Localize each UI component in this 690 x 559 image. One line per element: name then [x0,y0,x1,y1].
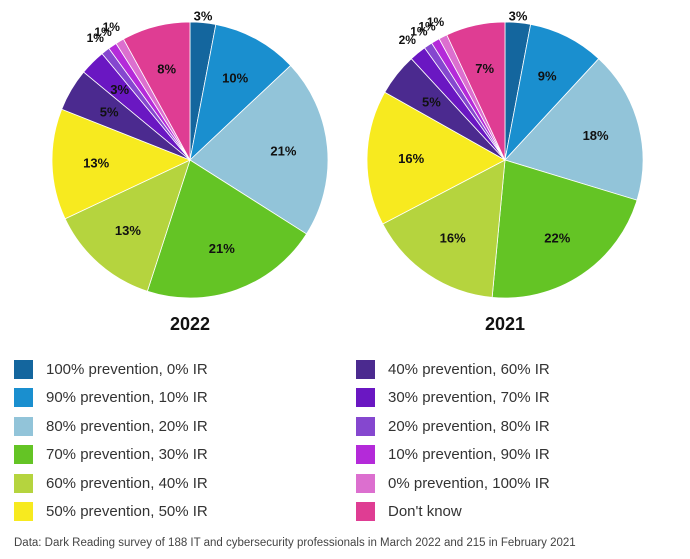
legend-item: 60% prevention, 40% IR [14,469,208,498]
legend-swatch [356,388,375,408]
legend-label: 90% prevention, 10% IR [46,389,208,407]
slice-label: 1% [87,31,105,45]
pie-slice [146,159,308,299]
legend-label: 100% prevention, 0% IR [46,360,208,378]
pie-slice [366,91,506,225]
pie-slice [189,23,292,162]
slice-label: 21% [270,144,296,159]
pie-slice [51,108,192,220]
pie-slice [504,58,644,201]
slice-label: 1% [418,20,436,34]
slice-label: 3% [194,9,213,24]
legend-label: 80% prevention, 20% IR [46,417,208,435]
legend-item: 100% prevention, 0% IR [14,355,208,384]
slice-label: 7% [475,61,494,76]
legend-label: 20% prevention, 80% IR [388,417,550,435]
slice-label: 5% [100,105,119,120]
legend-swatch [356,416,375,436]
pie-slice [446,21,506,161]
slice-label: 1% [94,25,112,39]
legend-swatch [14,388,33,408]
legend-swatch [14,445,33,465]
legend-item: 30% prevention, 70% IR [356,384,550,413]
legend-swatch [356,445,375,465]
legend-item: 90% prevention, 10% IR [14,384,208,413]
legend-item: 70% prevention, 30% IR [14,441,208,470]
legend-item: Don't know [356,498,550,527]
slice-label: 1% [410,25,428,39]
legend-item: 20% prevention, 80% IR [356,412,550,441]
pie-slice [189,64,329,235]
pie-slice [491,159,638,299]
legend-label: 10% prevention, 90% IR [388,446,550,464]
legend-item: 0% prevention, 100% IR [356,469,550,498]
legend-item: 40% prevention, 60% IR [356,355,550,384]
pie-title-2022: 2022 [170,314,210,334]
slice-label: 13% [115,223,141,238]
legend-swatch [14,473,33,493]
slice-label: 2% [399,33,417,47]
legend-column-right: 40% prevention, 60% IR 30% prevention, 7… [356,355,550,526]
pie-chart-2021: 3%9%18%22%16%16%5%2%1%1%1%7% [366,9,644,299]
source-footnote: Data: Dark Reading survey of 188 IT and … [14,537,576,549]
pie-chart-2022: 3% 10% 21% 21% 13% 13% 5% 3% 1%1%1% 8% [51,9,329,299]
legend-label: 70% prevention, 30% IR [46,446,208,464]
slice-label: 21% [209,241,235,256]
slice-label: 9% [538,69,557,84]
slice-label: 3% [110,82,129,97]
legend-label: 0% prevention, 100% IR [388,474,550,492]
legend-item: 80% prevention, 20% IR [14,412,208,441]
pie-title-2021: 2021 [485,314,525,334]
legend-swatch [356,359,375,379]
pie-slice [122,21,191,161]
slice-label: 1% [103,20,121,34]
legend-item: 10% prevention, 90% IR [356,441,550,470]
slice-label: 22% [544,230,570,245]
legend-swatch [14,416,33,436]
slice-label: 1% [427,15,445,29]
slice-label: 16% [440,230,466,245]
pie-charts: 3%10%21%21%13%13%5%3%1%1%1%8% 3%9%18%22%… [51,9,644,334]
slice-label: 18% [583,128,609,143]
legend-swatch [14,502,33,522]
legend-label: Don't know [388,503,462,521]
pie-slice [382,159,506,298]
legend-swatch [356,473,375,493]
slice-label: 5% [422,94,441,109]
pie-slice [64,159,191,292]
slice-label: 3% [509,9,528,24]
slice-label: 8% [157,62,176,77]
legend-label: 40% prevention, 60% IR [388,360,550,378]
legend-swatch [14,359,33,379]
slice-label: 10% [222,70,248,85]
legend-swatch [356,502,375,522]
legend-label: 60% prevention, 40% IR [46,474,208,492]
legend-item: 50% prevention, 50% IR [14,498,208,527]
slice-label: 16% [398,151,424,166]
legend-label: 50% prevention, 50% IR [46,503,208,521]
legend-label: 30% prevention, 70% IR [388,389,550,407]
slice-label: 13% [83,155,109,170]
legend-column-left: 100% prevention, 0% IR 90% prevention, 1… [14,355,208,526]
